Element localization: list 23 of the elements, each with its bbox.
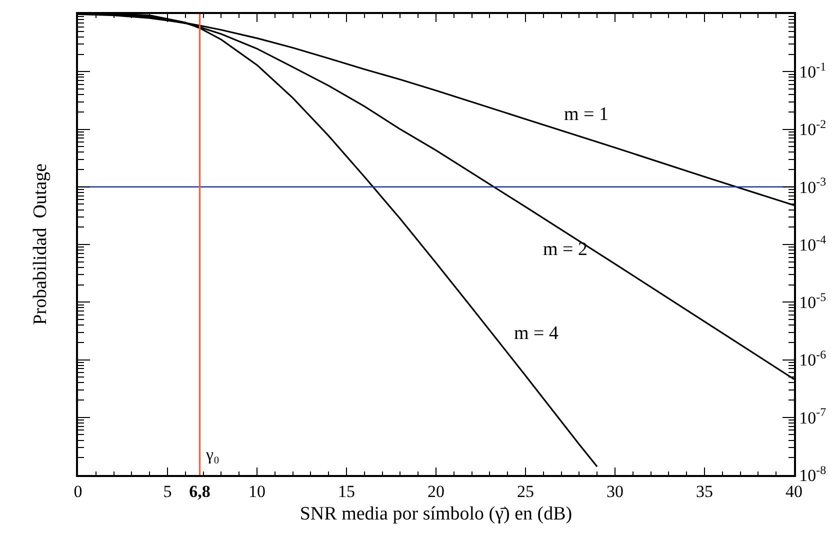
- x-tick-label: 35: [696, 482, 713, 502]
- x-tick-label: 15: [338, 482, 355, 502]
- x-tick-label: 10: [248, 482, 266, 502]
- y-axis-title: Probabilidad Outage: [30, 163, 51, 325]
- y-tick-label: 10$^{-7}$: [799, 405, 826, 428]
- y-tick-label: 10$^{-4}$: [799, 232, 826, 254]
- y-tick-label: 10$^{-8}$: [799, 462, 826, 485]
- y-tick-label: 10$^{-3}$: [799, 174, 826, 197]
- x-tick-label: 40: [786, 482, 802, 502]
- x-tick-label: 5: [163, 482, 172, 502]
- x-tick-label: 30: [606, 482, 624, 502]
- x-tick-label: 25: [517, 482, 534, 502]
- y-tick-label: 10$^{-5}$: [799, 290, 826, 312]
- ref-line-label: γ₀: [205, 445, 220, 464]
- annotation: m = 1: [564, 104, 608, 125]
- x-axis-title: SNR media por símbolo (γ̄) en (dB): [300, 503, 572, 524]
- y-tick-label: 10$^{-1}$: [799, 59, 826, 82]
- x-tick-label: 20: [428, 482, 444, 502]
- x-tick-label: 0: [74, 482, 82, 502]
- y-tick-label: 10$^{-2}$: [799, 117, 826, 140]
- x-tick-label: 6,8: [189, 482, 210, 502]
- annotation: m = 4: [514, 323, 559, 344]
- y-tick-label: 10$^{-6}$: [799, 348, 826, 370]
